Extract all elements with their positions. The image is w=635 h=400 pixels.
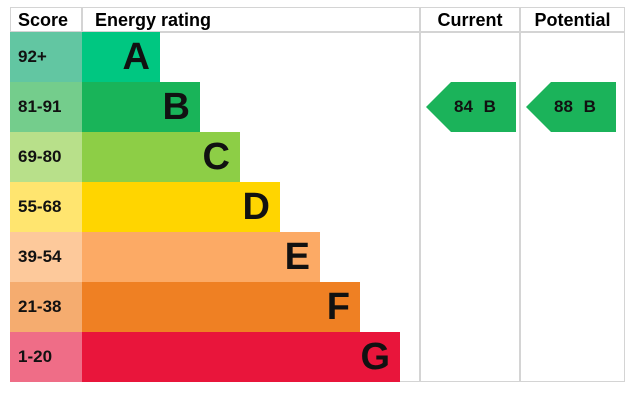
rating-bar-a: A: [82, 32, 160, 82]
current-rating-arrow: 84 B: [426, 82, 516, 132]
col-divider-2: [419, 7, 421, 382]
header-current: Current: [437, 10, 503, 30]
score-range-a: 92+: [10, 32, 82, 82]
rating-bar-b: B: [82, 82, 200, 132]
col-divider-3: [519, 7, 521, 382]
border-right: [624, 7, 625, 382]
rating-bar-c: C: [82, 132, 240, 182]
header-divider: [10, 31, 625, 33]
border-top: [10, 7, 625, 8]
col-divider-1: [81, 7, 83, 32]
potential-rating-arrow: 88 B: [526, 82, 616, 132]
score-range-e: 39-54: [10, 232, 82, 282]
score-range-c: 69-80: [10, 132, 82, 182]
header-energy-rating: Energy rating: [95, 10, 212, 30]
header-score: Score: [18, 10, 69, 30]
rating-bar-g: G: [82, 332, 400, 382]
score-range-f: 21-38: [10, 282, 82, 332]
header-potential: Potential: [534, 10, 611, 30]
score-range-d: 55-68: [10, 182, 82, 232]
rating-bar-f: F: [82, 282, 360, 332]
score-range-g: 1-20: [10, 332, 82, 382]
rating-bar-e: E: [82, 232, 320, 282]
rating-bar-d: D: [82, 182, 280, 232]
score-range-b: 81-91: [10, 82, 82, 132]
